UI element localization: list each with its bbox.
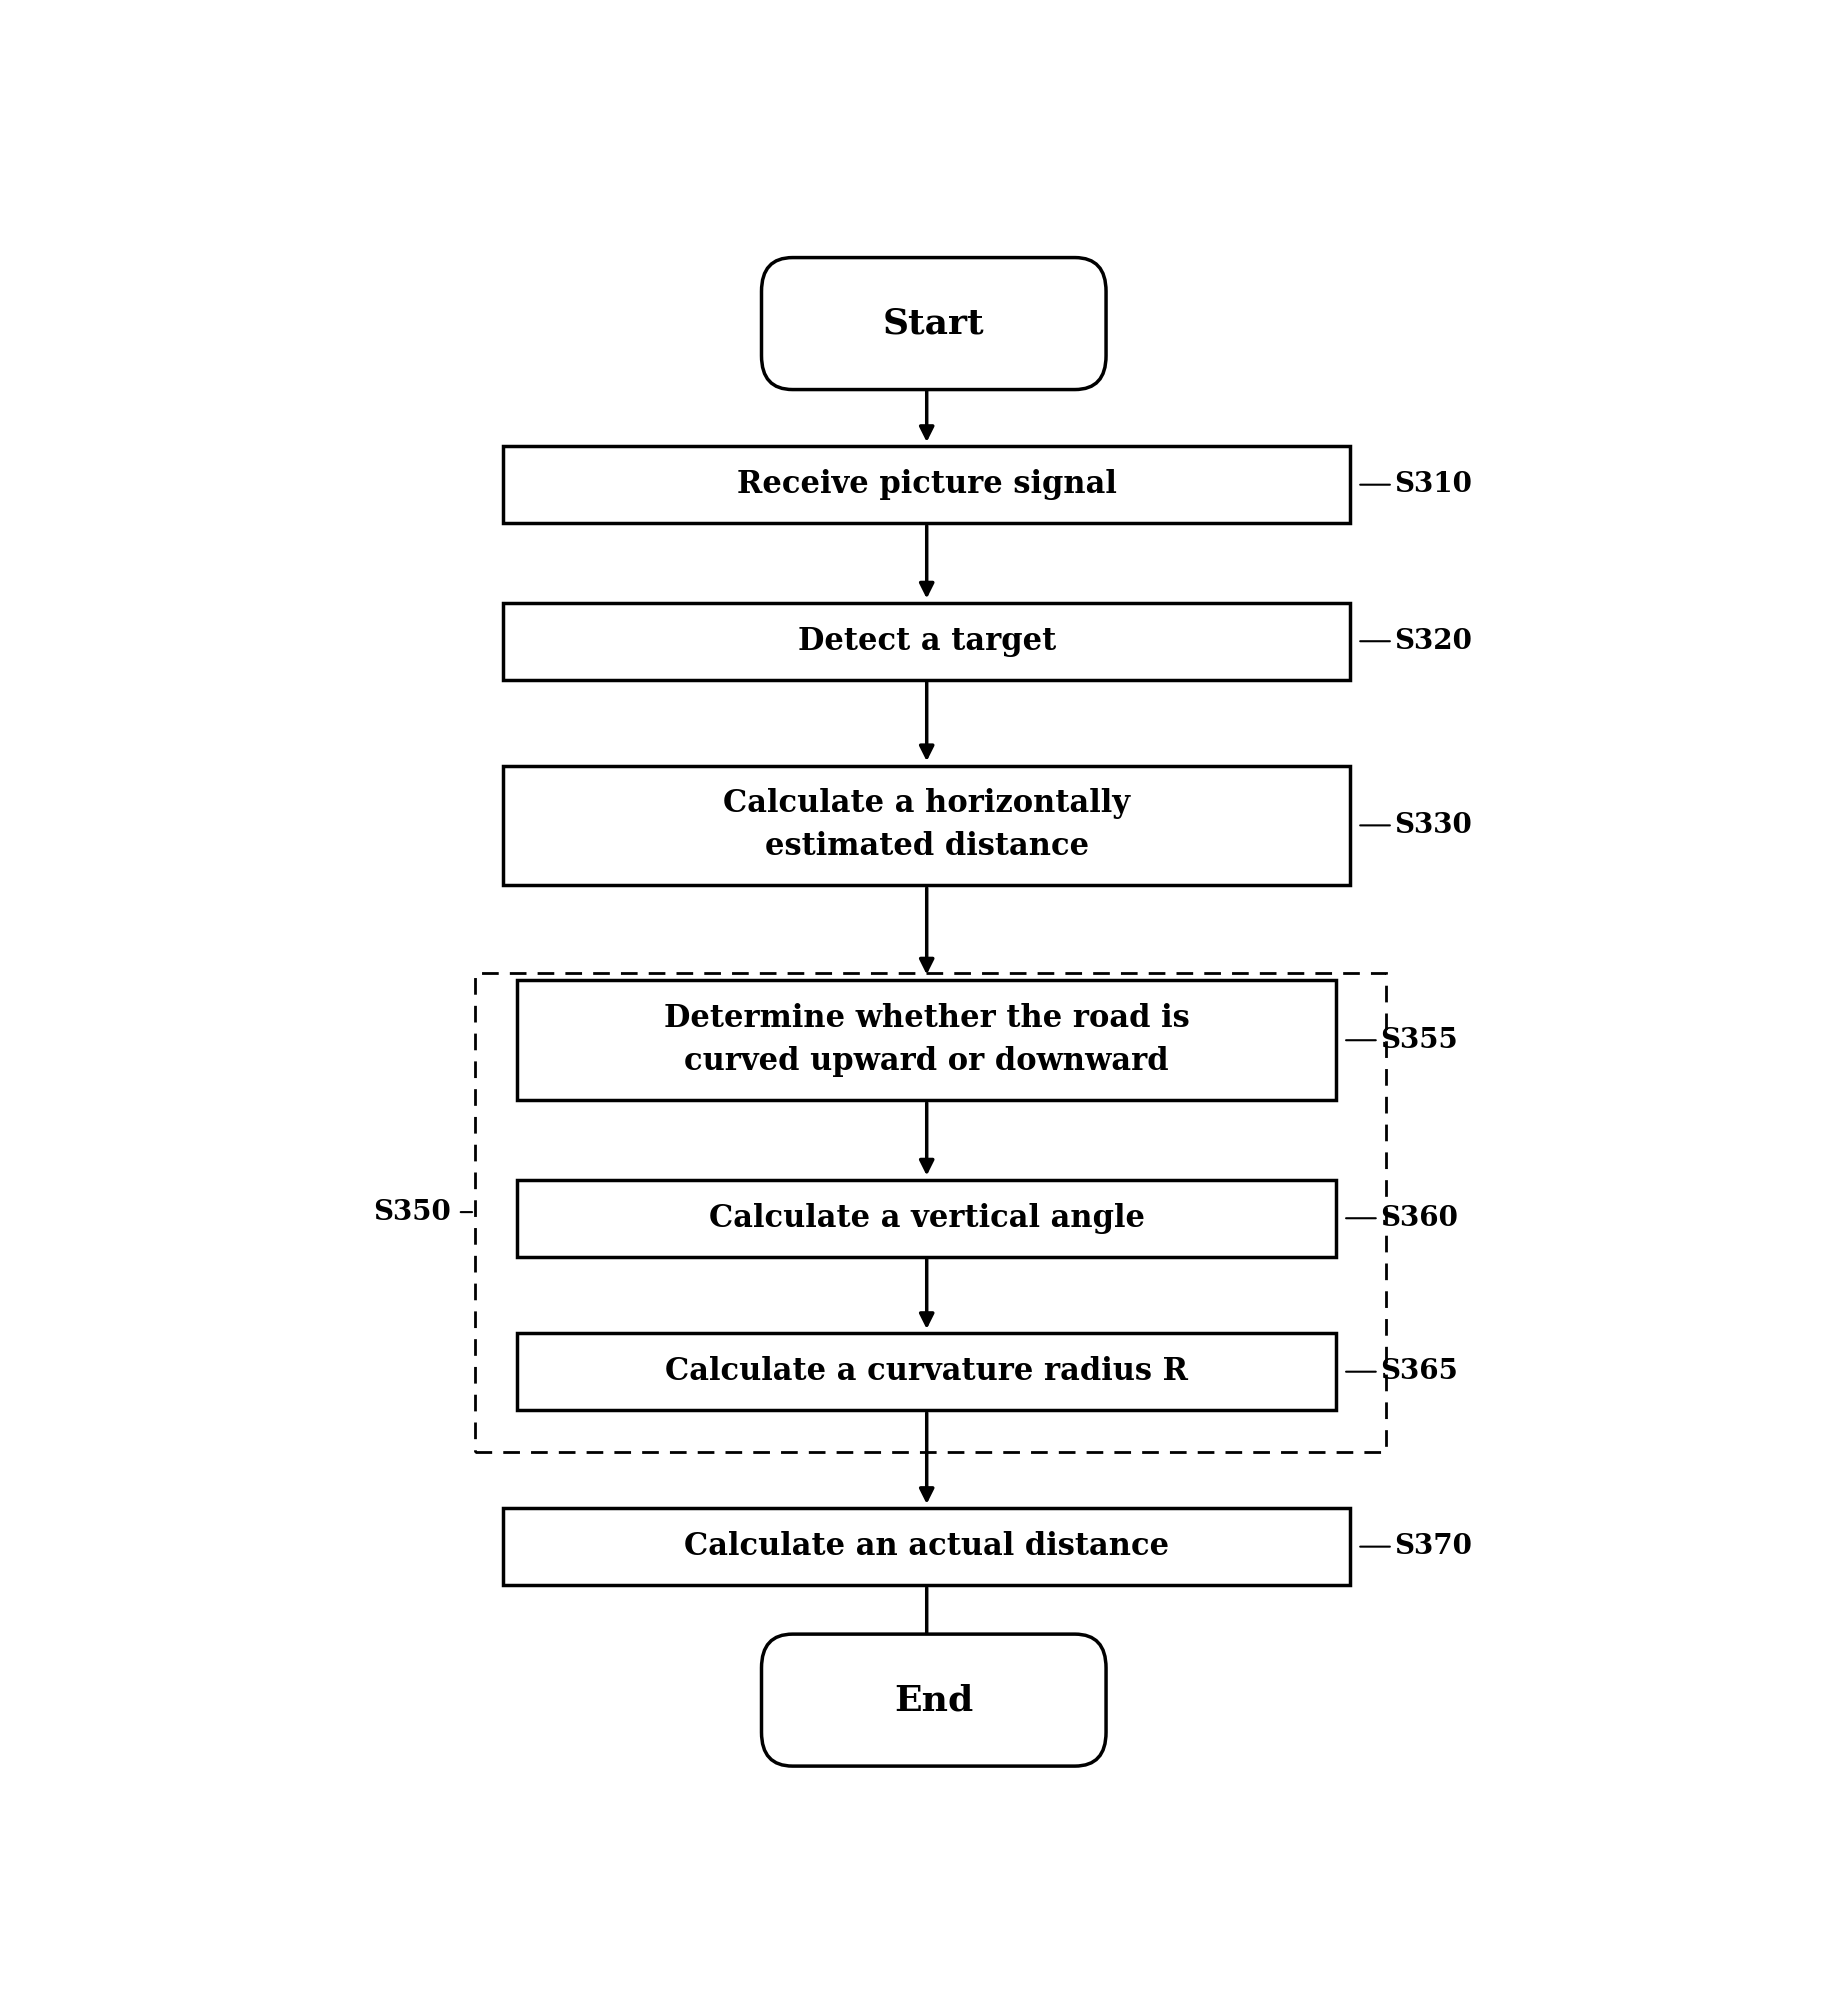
Bar	[503, 765, 1350, 885]
Text: S360: S360	[1379, 1204, 1458, 1232]
Text: End: End	[895, 1684, 973, 1718]
Bar	[517, 981, 1336, 1100]
Bar	[517, 1333, 1336, 1411]
Text: S330: S330	[1394, 811, 1472, 839]
Text: Calculate an actual distance: Calculate an actual distance	[683, 1531, 1170, 1563]
Text: Receive picture signal: Receive picture signal	[736, 468, 1117, 500]
Text: Calculate a curvature radius R: Calculate a curvature radius R	[665, 1355, 1188, 1387]
Text: Detect a target: Detect a target	[798, 626, 1055, 658]
Text: Start: Start	[884, 307, 984, 341]
Bar	[503, 1509, 1350, 1584]
Bar	[476, 973, 1385, 1451]
Text: Calculate a horizontally
estimated distance: Calculate a horizontally estimated dista…	[723, 789, 1130, 863]
Bar	[503, 446, 1350, 522]
Text: Determine whether the road is
curved upward or downward: Determine whether the road is curved upw…	[663, 1002, 1190, 1078]
Bar	[517, 1180, 1336, 1258]
Text: S310: S310	[1394, 470, 1472, 498]
Text: S365: S365	[1379, 1357, 1458, 1385]
Text: Calculate a vertical angle: Calculate a vertical angle	[709, 1202, 1144, 1234]
Text: S355: S355	[1379, 1026, 1458, 1054]
Bar	[503, 602, 1350, 680]
Text: S350: S350	[374, 1198, 450, 1226]
Text: S320: S320	[1394, 628, 1472, 656]
FancyBboxPatch shape	[762, 257, 1106, 389]
Text: S370: S370	[1394, 1533, 1472, 1561]
FancyBboxPatch shape	[762, 1634, 1106, 1766]
